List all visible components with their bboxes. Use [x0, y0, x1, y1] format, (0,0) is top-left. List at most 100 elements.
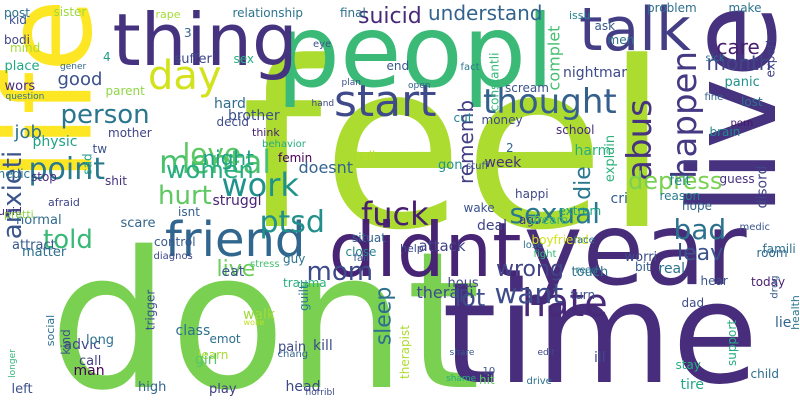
word-10-197: 10 — [482, 366, 496, 377]
word-share-186: share — [449, 347, 475, 358]
word-panic-79: panic — [724, 74, 760, 90]
word-kill-174: kill — [313, 338, 333, 354]
word-open-71: open — [408, 80, 431, 91]
word-issu-53: issu — [569, 8, 591, 22]
word-sleep-45: sleep — [370, 286, 396, 346]
word-year-7: year — [523, 191, 747, 308]
word-turn-162: turn — [570, 288, 596, 302]
word-week-91: week — [484, 155, 522, 171]
word-didnt-8: didnt — [328, 205, 522, 294]
word-kind-167: kind — [58, 329, 73, 355]
word-day-12: day — [148, 53, 222, 99]
word-rape-50: rape — [155, 7, 181, 21]
word-shame-196: shame — [446, 373, 477, 384]
word-cut-85: cut — [453, 111, 473, 125]
word-happen-17: happen — [665, 50, 706, 180]
word-point-27: point — [28, 152, 106, 187]
word-sick-78: sick — [705, 53, 725, 64]
word-good-28: good — [57, 69, 103, 90]
word-brain-81: brain — [709, 125, 741, 139]
word-shit-107: shit — [105, 174, 127, 188]
word-start-11: start — [334, 76, 437, 127]
word-attack-146: attack — [418, 236, 466, 255]
word-gon-111: gon — [438, 157, 463, 173]
word-read-150: read — [575, 265, 599, 276]
word-month-38: month — [706, 51, 772, 75]
word-ask-56: ask — [594, 19, 616, 33]
word-man-179: man — [73, 363, 105, 379]
word-famili-142: famili — [762, 242, 796, 256]
word-disord-123: disord — [754, 165, 771, 209]
word-bit-149: bit — [635, 260, 651, 274]
word-mind-62: mind — [10, 41, 41, 55]
word-touch-152: touch — [571, 264, 609, 280]
word-bodi-61: bodi — [4, 33, 30, 47]
word-hand-73: hand — [311, 98, 335, 109]
word-hous-160: hous — [447, 275, 479, 291]
word-tell-103: tell — [356, 149, 376, 163]
word-school-86: school — [556, 123, 595, 137]
word-guess-122: guess — [719, 172, 755, 186]
word-suffer-58: suffer — [174, 51, 212, 67]
word-ill-189: ill — [594, 350, 606, 366]
word-understand-19: understand — [428, 1, 543, 25]
word-live-42: live — [216, 257, 256, 282]
word-stress-132: stress — [250, 259, 280, 270]
word-thing-5: thing — [112, 0, 298, 82]
word-night-40: night — [202, 146, 254, 170]
word-want-35: want — [494, 277, 564, 310]
word-reason-120: reason — [659, 189, 701, 203]
word-problem-54: problem — [647, 1, 697, 15]
word-today-154: today — [751, 275, 786, 289]
word-room-143: room — [756, 246, 788, 260]
word-sad-98: sad — [80, 153, 95, 175]
word-told-32: told — [43, 225, 93, 255]
word-sexual-16: sexual — [509, 197, 601, 230]
word-nightmar-76: nightmar — [563, 65, 627, 81]
word-tire-191: tire — [680, 377, 704, 393]
word-mom-30: mom — [306, 257, 374, 287]
word-4-67: 4 — [103, 50, 111, 64]
word-trauma-159: trauma — [283, 276, 327, 290]
word-therapi-161: therapi — [416, 283, 474, 302]
word-person-22: person — [60, 100, 150, 130]
word-deal-115: deal — [477, 218, 507, 234]
word-mother-96: mother — [108, 126, 152, 140]
word-wors-64: wors — [4, 78, 36, 94]
word-walk-169: walk — [243, 307, 276, 323]
word-medic-105: medic — [0, 167, 31, 181]
word-long-166: long — [86, 332, 115, 348]
word-isnt-127: isnt — [178, 205, 200, 219]
word-longer-185: longer — [7, 348, 18, 378]
word-tw-99: tw — [92, 142, 108, 156]
word-left-184: left — [11, 381, 33, 397]
word-woke-170: woke — [243, 318, 265, 327]
word-lie-164: lie — [775, 315, 792, 331]
word-care-37: care — [716, 35, 760, 59]
word-situat-145: situat — [352, 231, 386, 245]
word-physic-97: physic — [32, 134, 78, 150]
word-advic-165: advic — [63, 337, 101, 353]
word-matter-130: matter — [22, 244, 67, 260]
word-question-65: question — [5, 91, 45, 102]
word-talk-10: talk — [579, 0, 691, 65]
word-ago-116: ago — [519, 213, 542, 227]
word-afraid-109: afraid — [48, 195, 80, 209]
word-guy-128: guy — [283, 252, 306, 266]
word-plan-72: plan — [341, 77, 361, 88]
word-work-26: work — [221, 166, 299, 204]
word-stuff-112: stuff — [466, 161, 489, 172]
word-extrem-139: extrem — [558, 204, 602, 218]
word-post-48: post — [4, 6, 30, 20]
word-think-100: think — [252, 125, 280, 139]
word-boyfriend-138: boyfriend — [531, 233, 589, 247]
word-final-52: final — [340, 6, 366, 20]
word-sex-59: sex — [233, 52, 255, 66]
word-decid-94: decid — [216, 115, 250, 129]
word-medic-141: medic — [739, 222, 771, 233]
word-dream-117: dream — [529, 213, 569, 227]
word-head-182: head — [285, 379, 321, 395]
word-stupid-108: stupid — [0, 204, 23, 218]
word-edit-187: edit — [537, 347, 555, 358]
word-behavior-102: behavior — [262, 139, 306, 150]
